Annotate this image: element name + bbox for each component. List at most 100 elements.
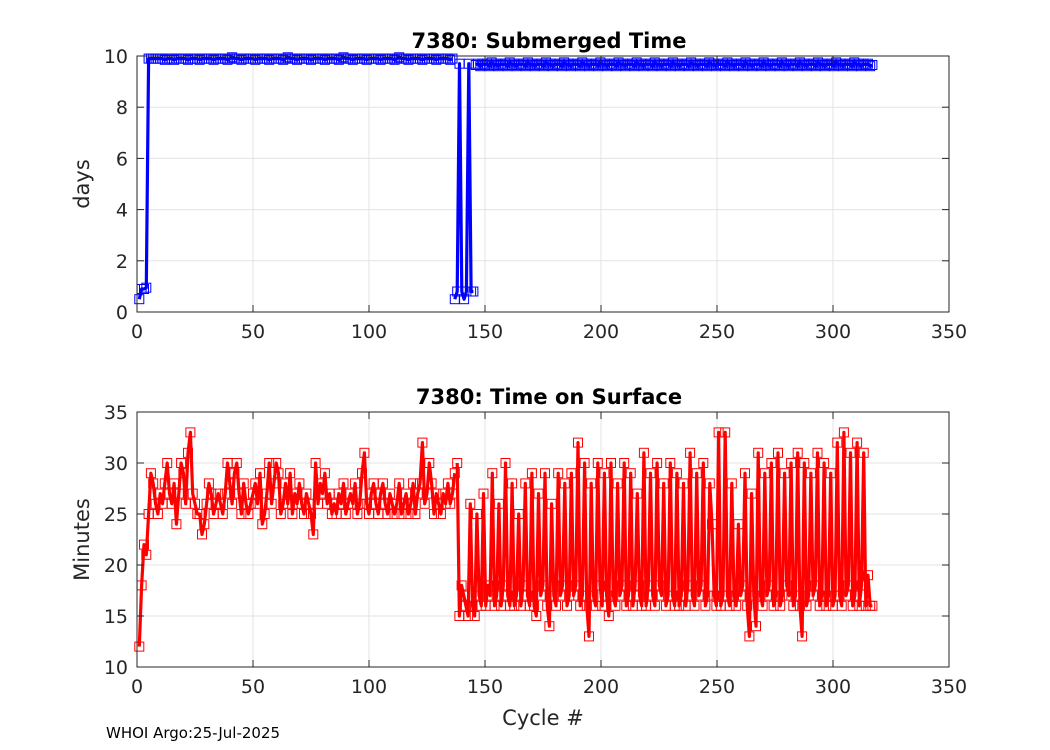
data-point — [562, 600, 572, 611]
data-point — [468, 286, 479, 297]
data-point — [740, 468, 750, 479]
data-point — [825, 468, 836, 479]
data-point — [751, 621, 761, 632]
data-point — [757, 600, 768, 611]
x-tick-label: 0 — [131, 321, 143, 343]
data-point — [755, 590, 766, 601]
data-point — [152, 509, 163, 519]
data-point — [867, 60, 878, 70]
x-tick-label: 50 — [241, 321, 265, 343]
x-tick-label: 350 — [931, 676, 967, 698]
data-point — [801, 600, 812, 611]
data-point — [415, 478, 425, 489]
data-point — [315, 478, 326, 489]
data-point — [513, 509, 524, 519]
data-point — [845, 447, 856, 458]
data-point — [474, 590, 485, 601]
data-point — [814, 600, 825, 611]
data-point — [625, 468, 636, 479]
data-point — [162, 458, 173, 468]
footer-credit: WHOI Argo:25-Jul-2025 — [106, 724, 281, 742]
data-point — [847, 600, 858, 611]
data-point — [227, 498, 238, 509]
data-point — [445, 498, 456, 509]
data-point — [338, 478, 349, 489]
y-tick-label: 10 — [104, 657, 128, 679]
data-point — [834, 590, 845, 601]
y-tick-label: 35 — [104, 402, 128, 424]
data-point — [148, 478, 159, 489]
data-point — [458, 590, 469, 601]
data-point — [220, 488, 231, 499]
data-point — [176, 458, 187, 468]
data-point — [540, 468, 550, 479]
data-point — [264, 458, 275, 468]
data-point — [704, 478, 715, 489]
data-point — [359, 447, 370, 458]
data-point — [354, 498, 365, 509]
data-point — [856, 580, 867, 591]
data-point — [858, 447, 869, 458]
data-point — [634, 590, 645, 601]
axes-box — [136, 55, 950, 313]
data-point — [171, 519, 182, 530]
data-point — [724, 600, 735, 611]
data-point — [645, 468, 656, 479]
x-tick-label: 100 — [351, 676, 387, 698]
data-point — [702, 590, 713, 601]
y-tick-label: 6 — [116, 148, 128, 170]
data-point — [268, 478, 279, 489]
data-point — [849, 590, 860, 601]
data-point — [682, 580, 693, 591]
y-tick-label: 15 — [104, 606, 128, 628]
data-point — [770, 590, 781, 601]
data-point — [575, 600, 586, 611]
data-point — [753, 447, 764, 458]
data-point — [465, 498, 476, 509]
data-point — [213, 488, 224, 499]
data-point — [698, 458, 709, 468]
data-point — [548, 590, 559, 601]
data-point — [551, 600, 561, 611]
data-point — [781, 580, 792, 591]
data-point — [788, 600, 799, 611]
data-point — [187, 488, 198, 499]
x-tick-label: 350 — [931, 321, 967, 343]
data-point — [566, 468, 577, 479]
data-point — [238, 478, 249, 489]
data-point — [790, 590, 801, 601]
x-tick-label: 200 — [583, 676, 619, 698]
data-point — [520, 478, 531, 489]
data-point — [805, 468, 816, 479]
data-point — [317, 488, 328, 499]
data-point — [786, 458, 797, 468]
data-point — [531, 611, 542, 621]
data-point — [489, 600, 500, 611]
data-point — [442, 478, 453, 489]
data-point — [586, 478, 597, 489]
data-point — [234, 488, 245, 499]
data-point — [865, 61, 876, 72]
x-tick-label: 300 — [815, 676, 851, 698]
data-point — [482, 580, 493, 591]
x-tick-label: 150 — [467, 676, 503, 698]
data-point — [134, 641, 145, 652]
data-point — [382, 509, 393, 519]
x-tick-label: 250 — [699, 321, 735, 343]
data-point — [810, 580, 821, 591]
data-point — [799, 458, 810, 468]
data-point — [573, 437, 583, 448]
data-point — [546, 498, 557, 509]
data-point — [685, 447, 696, 458]
data-point — [852, 437, 863, 448]
x-tick-label: 250 — [699, 676, 735, 698]
data-point — [579, 458, 590, 468]
data-point — [252, 498, 263, 509]
data-point — [691, 468, 702, 479]
data-point — [526, 468, 537, 479]
data-point — [836, 600, 847, 611]
y-tick-label: 20 — [104, 555, 128, 577]
data-point — [261, 488, 272, 499]
data-point — [384, 488, 395, 499]
